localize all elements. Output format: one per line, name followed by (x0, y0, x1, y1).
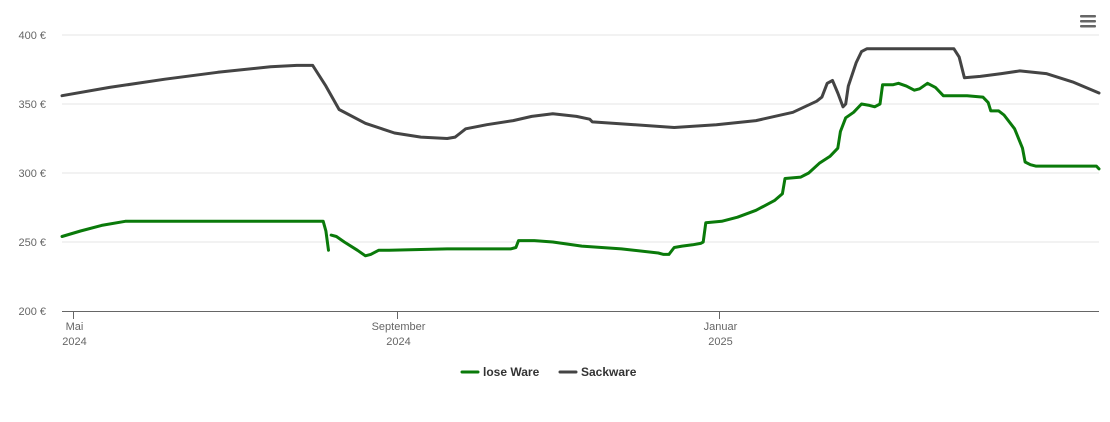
chart-menu-button[interactable] (1076, 10, 1100, 32)
hamburger-menu-icon (1080, 15, 1096, 28)
x-tick-label-year: 2025 (708, 336, 732, 348)
series-sackware (60, 47, 1101, 140)
legend-label-sackware: Sackware (581, 365, 637, 379)
legend-item-lose-ware[interactable]: lose Ware (460, 365, 540, 379)
y-tick-label: 250 € (18, 237, 46, 249)
y-tick-label: 300 € (18, 168, 46, 180)
series-line-lose-ware (60, 219, 330, 252)
series-line-lose-ware (329, 81, 1101, 258)
x-tick-label-year: 2024 (62, 336, 86, 348)
x-tick-label-month: Januar (704, 321, 738, 333)
x-tick-label-month: Mai (66, 321, 84, 333)
y-axis-labels: 200 € 250 € 300 € 350 € 400 € (18, 30, 46, 318)
plot-area (60, 47, 1101, 258)
legend-item-sackware[interactable]: Sackware (558, 365, 637, 379)
x-axis (62, 311, 1099, 319)
legend: lose Ware Sackware (460, 365, 637, 379)
y-tick-label: 400 € (18, 30, 46, 42)
y-tick-label: 200 € (18, 306, 46, 318)
series-lose-ware (60, 81, 1101, 258)
x-axis-labels: Mai 2024 September 2024 Januar 2025 (62, 321, 737, 348)
y-tick-label: 350 € (18, 99, 46, 111)
legend-label-lose-ware: lose Ware (483, 365, 540, 379)
grid (62, 34, 1099, 243)
x-tick-label-month: September (372, 321, 426, 333)
series-line-sackware (60, 47, 1101, 140)
x-tick-label-year: 2024 (386, 336, 410, 348)
